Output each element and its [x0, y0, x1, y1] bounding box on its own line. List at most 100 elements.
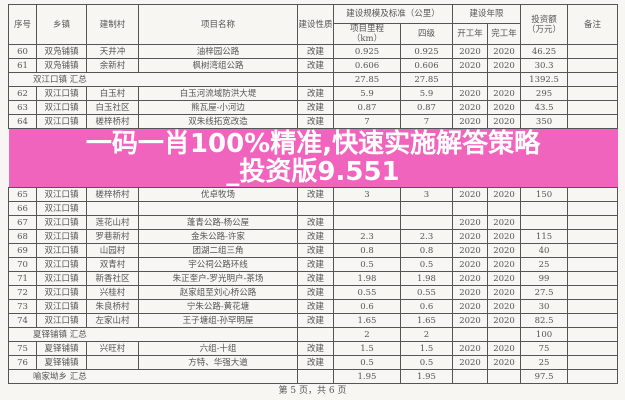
cell-invest: 97.5	[520, 369, 569, 384]
cell-village: 左家山村	[86, 313, 139, 328]
cell-project: 宇公祠公路环线	[138, 257, 298, 272]
cell-nature	[297, 327, 334, 342]
cell-nature: 改建	[297, 229, 334, 244]
cell-nature: 改建	[297, 44, 334, 59]
cell-invest: 100	[520, 327, 569, 342]
cell-seq: 69	[8, 243, 37, 258]
summary-label: 喻家坳乡 汇总	[8, 369, 298, 384]
cell-start: 2020	[452, 229, 489, 244]
cell-grade4: 0.606	[399, 58, 454, 73]
project-table: 序号 乡镇 建制村 项目名称 建设性质 建设规模及标准（公里） 建设年限 投资额…	[8, 4, 619, 384]
header-remark: 备注	[567, 4, 619, 45]
cell-town: 双凫铺镇	[36, 44, 87, 59]
cell-invest: 25	[520, 257, 569, 272]
cell-seq: 67	[8, 215, 37, 230]
cell-village: 山园村	[86, 243, 139, 258]
cell-town: 双江口镇	[36, 229, 87, 244]
cell-project	[138, 201, 298, 216]
cell-nature: 改建	[297, 114, 334, 129]
cell-start: 2020	[452, 299, 489, 314]
cell-nature: 改建	[297, 215, 334, 230]
cell-seq: 66	[8, 201, 37, 216]
cell-nature: 改建	[297, 355, 334, 370]
header-end: 完工年	[487, 23, 522, 45]
cell-town: 双江口镇	[36, 313, 87, 328]
table-row: 74 双江口镇 左家山村 王子塘组-孙罕明屋 改建 1.65 1.65 2020 2020 82.…	[8, 313, 619, 328]
cell-project: 优卓牧场	[138, 187, 298, 202]
cell-mileage: 3	[333, 187, 401, 202]
cell-remark	[567, 229, 619, 244]
cell-grade4: 0.5	[399, 257, 454, 272]
cell-invest: 115	[520, 229, 569, 244]
cell-project: 团湖二组三角	[138, 243, 298, 258]
cell-mileage: 7	[333, 114, 401, 129]
cell-end: 2020	[487, 114, 522, 129]
cell-town: 双江口镇	[36, 114, 87, 129]
cell-seq: 72	[8, 285, 37, 300]
table-row: 68 双江口镇 罗巷新村 金朱公路-许家 改建 2.3 2.3 2020 2020 115	[8, 229, 619, 244]
cell-project: 赵家组至刘心桥公路	[138, 285, 298, 300]
cell-start: 2020	[452, 114, 489, 129]
cell-start: 2020	[452, 257, 489, 272]
cell-seq: 60	[8, 44, 37, 59]
cell-start	[452, 369, 489, 384]
cell-remark	[567, 271, 619, 286]
cell-project: 方特、华强大道	[138, 355, 298, 370]
cell-seq: 64	[8, 114, 37, 129]
cell-remark	[567, 257, 619, 272]
cell-project: 白玉河流域防洪大堤	[138, 86, 298, 101]
cell-seq: 76	[8, 355, 37, 370]
cell-end	[487, 201, 522, 216]
cell-grade4: 1.98	[399, 271, 454, 286]
cell-start: 2020	[452, 243, 489, 258]
cell-invest: 27.5	[520, 285, 569, 300]
cell-grade4: 27.85	[399, 72, 454, 87]
cell-town: 夏铎铺镇	[36, 341, 87, 356]
cell-remark	[567, 100, 619, 115]
cell-nature: 改建	[297, 187, 334, 202]
cell-nature	[297, 369, 334, 384]
header-start: 开工年	[452, 23, 489, 45]
cell-grade4: 5.9	[399, 86, 454, 101]
cell-end: 2020	[487, 355, 522, 370]
cell-invest	[520, 215, 569, 230]
cell-nature: 改建	[297, 257, 334, 272]
cell-nature: 改建	[297, 58, 334, 73]
cell-town: 双凫铺镇	[36, 58, 87, 73]
cell-grade4: 3	[399, 187, 454, 202]
cell-grade4	[399, 215, 454, 230]
cell-nature: 改建	[297, 341, 334, 356]
cell-grade4: 0.8	[399, 243, 454, 258]
cell-seq: 70	[8, 257, 37, 272]
cell-town: 双江口镇	[36, 86, 87, 101]
cell-mileage: 2.3	[333, 229, 401, 244]
cell-start: 2020	[452, 44, 489, 59]
cell-nature: 改建	[297, 100, 334, 115]
cell-seq: 63	[8, 100, 37, 115]
banner-line-1: 一码一肖100%精准,快速实施解答策略	[85, 129, 541, 159]
cell-village: 罗巷新村	[86, 229, 139, 244]
cell-village: 天井冲	[86, 44, 139, 59]
cell-grade4: 0.55	[399, 285, 454, 300]
cell-end: 2020	[487, 229, 522, 244]
cell-end: 2020	[487, 285, 522, 300]
cell-start: 2020	[452, 215, 489, 230]
cell-end	[487, 72, 522, 87]
cell-mileage: 0.606	[333, 58, 401, 73]
cell-invest: 43.5	[520, 100, 569, 115]
cell-mileage: 0.5	[333, 355, 401, 370]
cell-invest	[520, 201, 569, 216]
cell-town: 双江口镇	[36, 257, 87, 272]
cell-remark	[567, 86, 619, 101]
cell-grade4: 1.5	[399, 341, 454, 356]
cell-grade4: 0.6	[399, 299, 454, 314]
cell-mileage: 0.55	[333, 285, 401, 300]
cell-village	[86, 201, 139, 216]
cell-remark	[567, 285, 619, 300]
cell-end: 2020	[487, 257, 522, 272]
cell-invest: 25	[520, 355, 569, 370]
table-body: 60 双凫铺镇 天井冲 油梓园公路 改建 0.925 0.925 2020 2020 46.25 6…	[8, 44, 619, 384]
cell-project: 双朱线拓宽改造	[138, 114, 298, 129]
cell-mileage: 0.925	[333, 44, 401, 59]
cell-town: 双江口镇	[36, 187, 87, 202]
